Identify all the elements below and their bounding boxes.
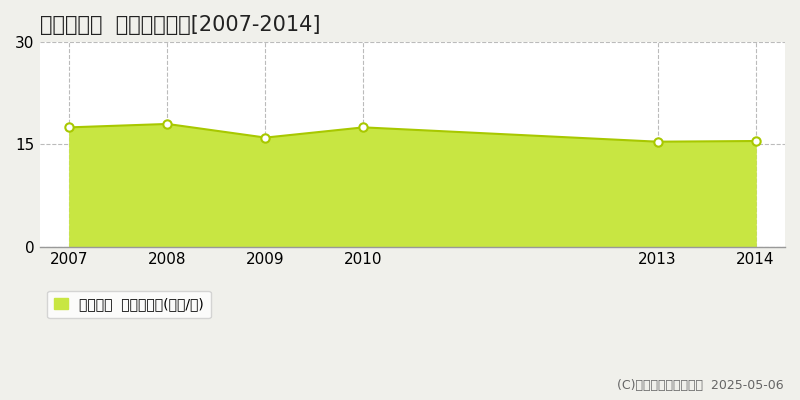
Text: (C)土地価格ドットコム  2025-05-06: (C)土地価格ドットコム 2025-05-06 xyxy=(618,379,784,392)
Text: 島田市金谷  土地価格推移[2007-2014]: 島田市金谷 土地価格推移[2007-2014] xyxy=(40,15,321,35)
Legend: 土地価格  平均嵪単価(万円/嵪): 土地価格 平均嵪単価(万円/嵪) xyxy=(47,290,210,318)
